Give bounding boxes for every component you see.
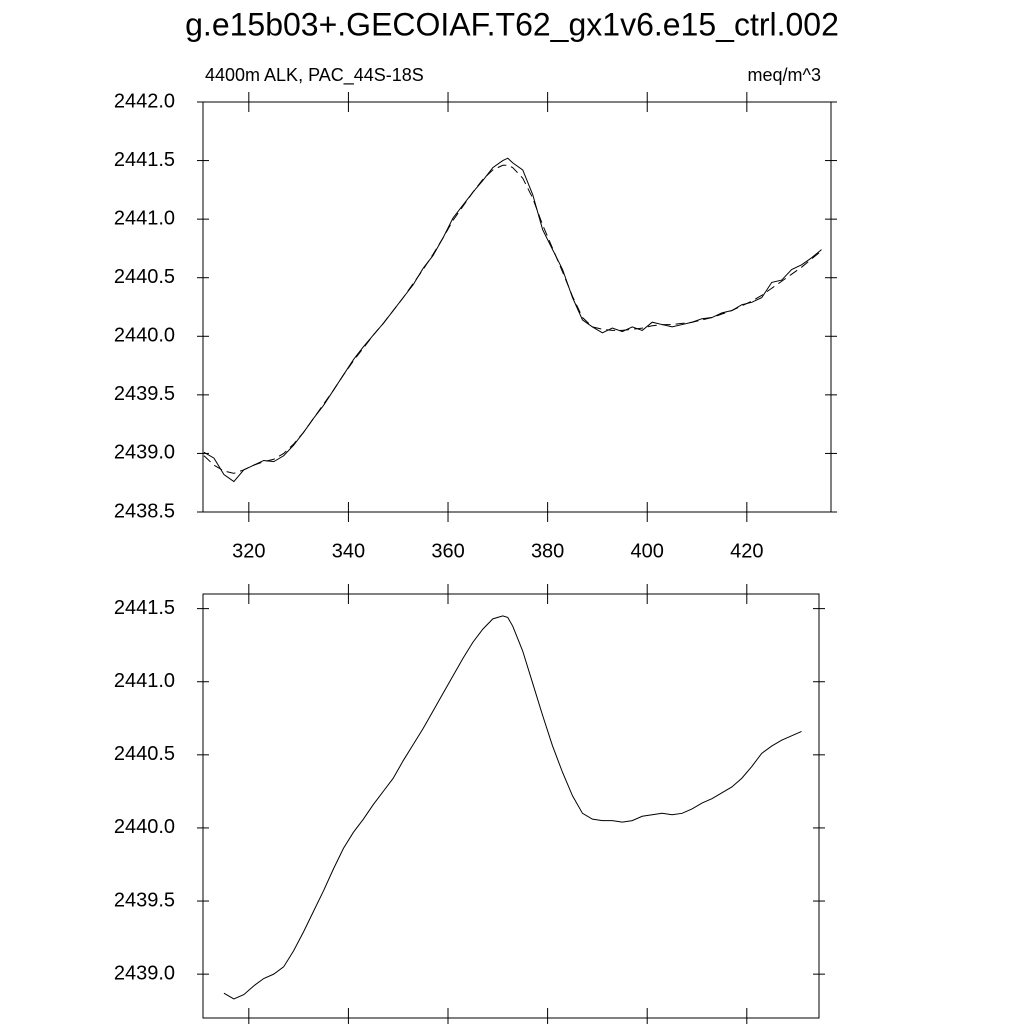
y-tick-label: 2439.5 (114, 889, 175, 911)
y-tick-label: 2440.0 (114, 325, 175, 347)
y-tick-label: 2441.0 (114, 207, 175, 229)
y-tick-label: 2439.0 (114, 962, 175, 984)
x-tick-label: 420 (730, 540, 763, 562)
y-tick-label: 2439.0 (114, 442, 175, 464)
y-tick-label: 2439.5 (114, 383, 175, 405)
y-tick-label: 2440.0 (114, 816, 175, 838)
y-tick-label: 2441.5 (114, 149, 175, 171)
right-subtitle: meq/m^3 (748, 65, 821, 85)
y-tick-label: 2440.5 (114, 743, 175, 765)
data-line (203, 157, 822, 483)
y-tick-label: 2441.0 (114, 670, 175, 692)
left-subtitle: 4400m ALK, PAC_44S-18S (205, 65, 424, 86)
plot-frame (202, 101, 832, 513)
data-line (223, 615, 802, 1000)
x-tick-label: 320 (232, 540, 265, 562)
x-tick-label: 380 (531, 540, 564, 562)
y-tick-label: 2442.0 (114, 90, 175, 112)
x-tick-label: 400 (631, 540, 664, 562)
x-tick-label: 360 (431, 540, 464, 562)
y-tick-label: 2440.5 (114, 266, 175, 288)
figure-title: g.e15b03+.GECOIAF.T62_gx1v6.e15_ctrl.002 (185, 6, 839, 42)
data-line (203, 164, 822, 474)
y-tick-label: 2441.5 (114, 597, 175, 619)
y-tick-label: 2438.5 (114, 500, 175, 522)
x-tick-label: 340 (332, 540, 365, 562)
plot-frame (202, 593, 820, 1019)
